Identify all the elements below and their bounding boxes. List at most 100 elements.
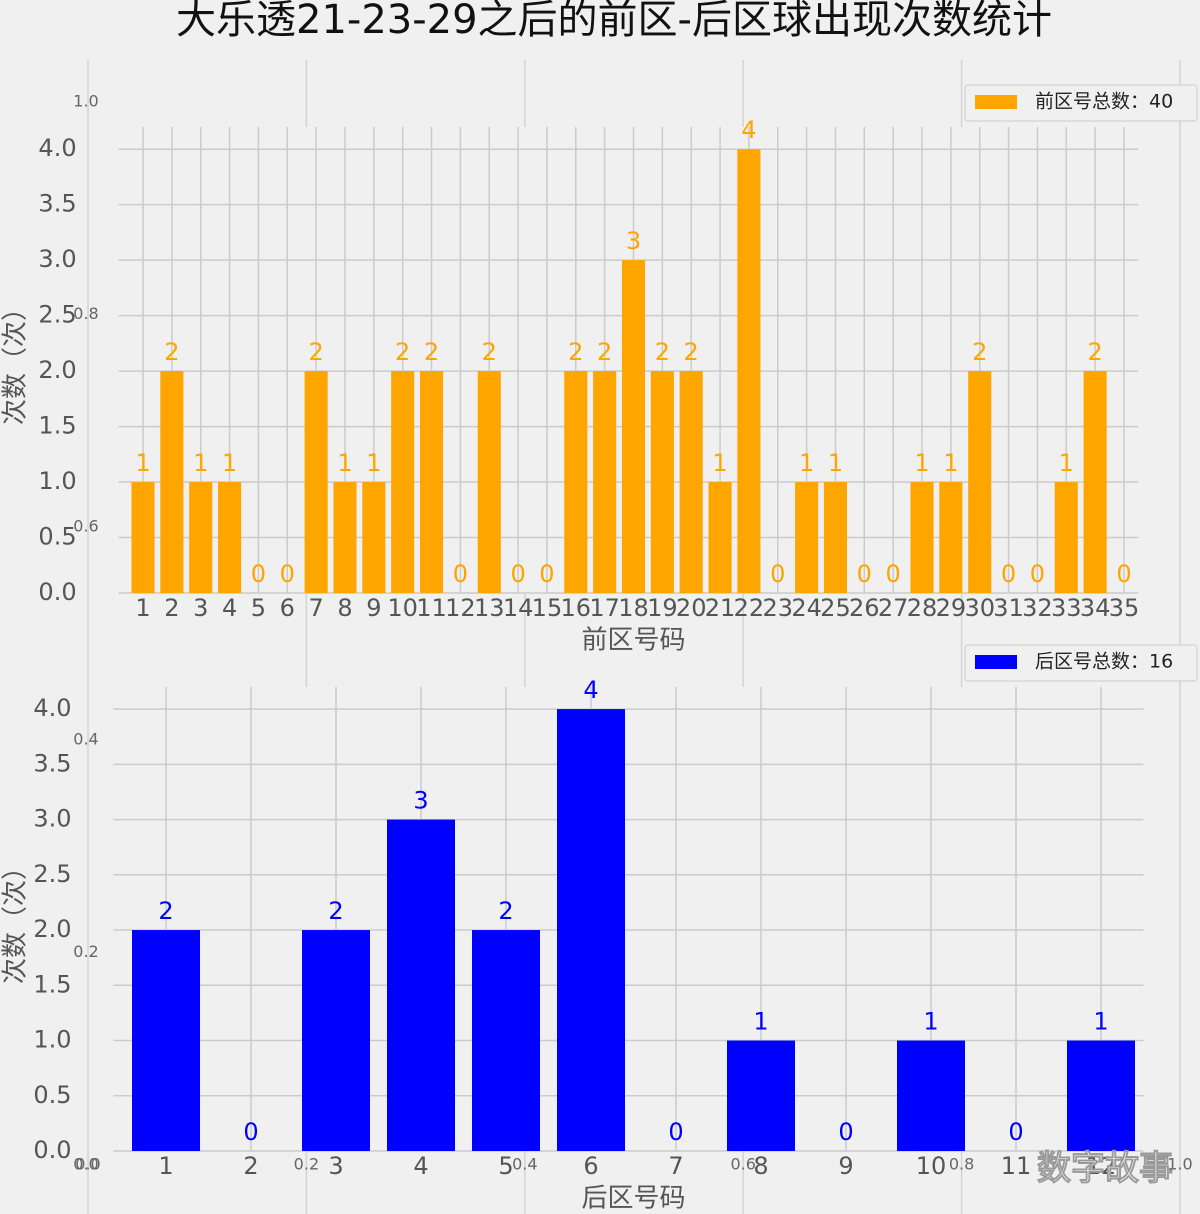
plot-background (103, 687, 1164, 1151)
bar (218, 482, 242, 593)
data-label: 1 (923, 1008, 938, 1036)
x-axis-label: 后区号码 (581, 1184, 685, 1214)
bar (304, 371, 328, 593)
y-tick-label: 2.5 (38, 301, 76, 329)
data-label: 0 (510, 560, 525, 588)
data-label: 0 (539, 560, 554, 588)
bar (160, 371, 184, 593)
data-label: 0 (770, 560, 785, 588)
bar (333, 482, 357, 593)
bar (189, 482, 213, 593)
bar (679, 371, 703, 593)
bar (557, 709, 625, 1151)
data-label: 2 (158, 897, 173, 925)
ghost-y-tick-label: 1.0 (73, 92, 98, 111)
x-axis-label: 前区号码 (581, 626, 685, 656)
bar (362, 482, 386, 593)
bar (1054, 482, 1078, 593)
x-tick-label: 17 (589, 594, 620, 622)
data-label: 2 (684, 338, 699, 366)
x-tick-label: 35 (1109, 594, 1140, 622)
x-tick-label: 6 (280, 594, 295, 622)
bar (650, 371, 674, 593)
bar (131, 482, 155, 593)
y-tick-label: 1.5 (33, 970, 71, 998)
x-tick-label: 31 (993, 594, 1024, 622)
data-label: 0 (838, 1118, 853, 1146)
y-tick-label: 2.0 (33, 915, 71, 943)
data-label: 4 (741, 116, 756, 144)
bar (132, 930, 200, 1151)
data-label: 1 (753, 1008, 768, 1036)
y-tick-label: 3.0 (33, 805, 71, 833)
data-label: 2 (395, 338, 410, 366)
data-label: 0 (453, 560, 468, 588)
y-tick-label: 1.0 (33, 1026, 71, 1054)
data-label: 2 (1087, 338, 1102, 366)
data-label: 2 (655, 338, 670, 366)
y-axis-label: 次数（次） (1, 854, 31, 984)
legend-swatch (975, 95, 1017, 109)
x-tick-label: 12 (445, 594, 476, 622)
x-tick-label: 5 (251, 594, 266, 622)
x-tick-label: 16 (561, 594, 592, 622)
data-label: 0 (1001, 560, 1016, 588)
x-tick-label: 34 (1080, 594, 1111, 622)
x-tick-label: 15 (532, 594, 563, 622)
x-tick-label: 14 (503, 594, 534, 622)
figure-title: 大乐透21-23-29之后的前区-后区球出现次数统计 (176, 0, 1052, 43)
x-tick-label: 28 (907, 594, 938, 622)
x-tick-label: 30 (964, 594, 995, 622)
ghost-x-tick-label: 0.8 (949, 1155, 974, 1174)
x-tick-label: 11 (1001, 1152, 1032, 1180)
bar (910, 482, 934, 593)
bar (593, 371, 617, 593)
data-label: 3 (413, 787, 428, 815)
bar (737, 149, 761, 593)
bar (897, 1040, 965, 1151)
data-label: 0 (1008, 1118, 1023, 1146)
data-label: 2 (308, 338, 323, 366)
x-tick-label: 1 (158, 1152, 173, 1180)
x-tick-label: 2 (164, 594, 179, 622)
data-label: 1 (712, 449, 727, 477)
data-label: 1 (222, 449, 237, 477)
x-tick-label: 24 (791, 594, 822, 622)
ghost-y-tick-label: 0.4 (73, 729, 98, 748)
bar (795, 482, 819, 593)
legend-label: 前区号总数：40 (1035, 91, 1173, 113)
bar (1067, 1040, 1135, 1151)
data-label: 1 (366, 449, 381, 477)
data-label: 2 (972, 338, 987, 366)
y-tick-label: 0.0 (38, 578, 76, 606)
data-label: 0 (251, 560, 266, 588)
y-tick-label: 0.5 (38, 523, 76, 551)
y-tick-label: 1.5 (38, 412, 76, 440)
x-tick-label: 23 (762, 594, 793, 622)
x-tick-label: 12 (1086, 1152, 1117, 1180)
x-tick-label: 26 (849, 594, 880, 622)
ghost-x-tick-label: 0.0 (75, 1155, 100, 1174)
x-tick-label: 25 (820, 594, 851, 622)
x-tick-label: 20 (676, 594, 707, 622)
x-tick-label: 18 (618, 594, 649, 622)
x-tick-label: 3 (328, 1152, 343, 1180)
bar (708, 482, 732, 593)
x-tick-label: 32 (1022, 594, 1053, 622)
y-tick-label: 3.5 (33, 749, 71, 777)
data-label: 4 (583, 676, 598, 704)
x-tick-label: 29 (936, 594, 967, 622)
x-tick-label: 33 (1051, 594, 1082, 622)
bar (387, 819, 455, 1151)
data-label: 0 (1030, 560, 1045, 588)
y-tick-label: 3.5 (38, 190, 76, 218)
y-tick-label: 2.0 (38, 356, 76, 384)
data-label: 0 (857, 560, 872, 588)
data-label: 2 (164, 338, 179, 366)
data-label: 2 (424, 338, 439, 366)
y-tick-label: 4.0 (33, 694, 71, 722)
data-label: 1 (337, 449, 352, 477)
bar (419, 371, 444, 593)
legend-swatch (975, 655, 1017, 669)
